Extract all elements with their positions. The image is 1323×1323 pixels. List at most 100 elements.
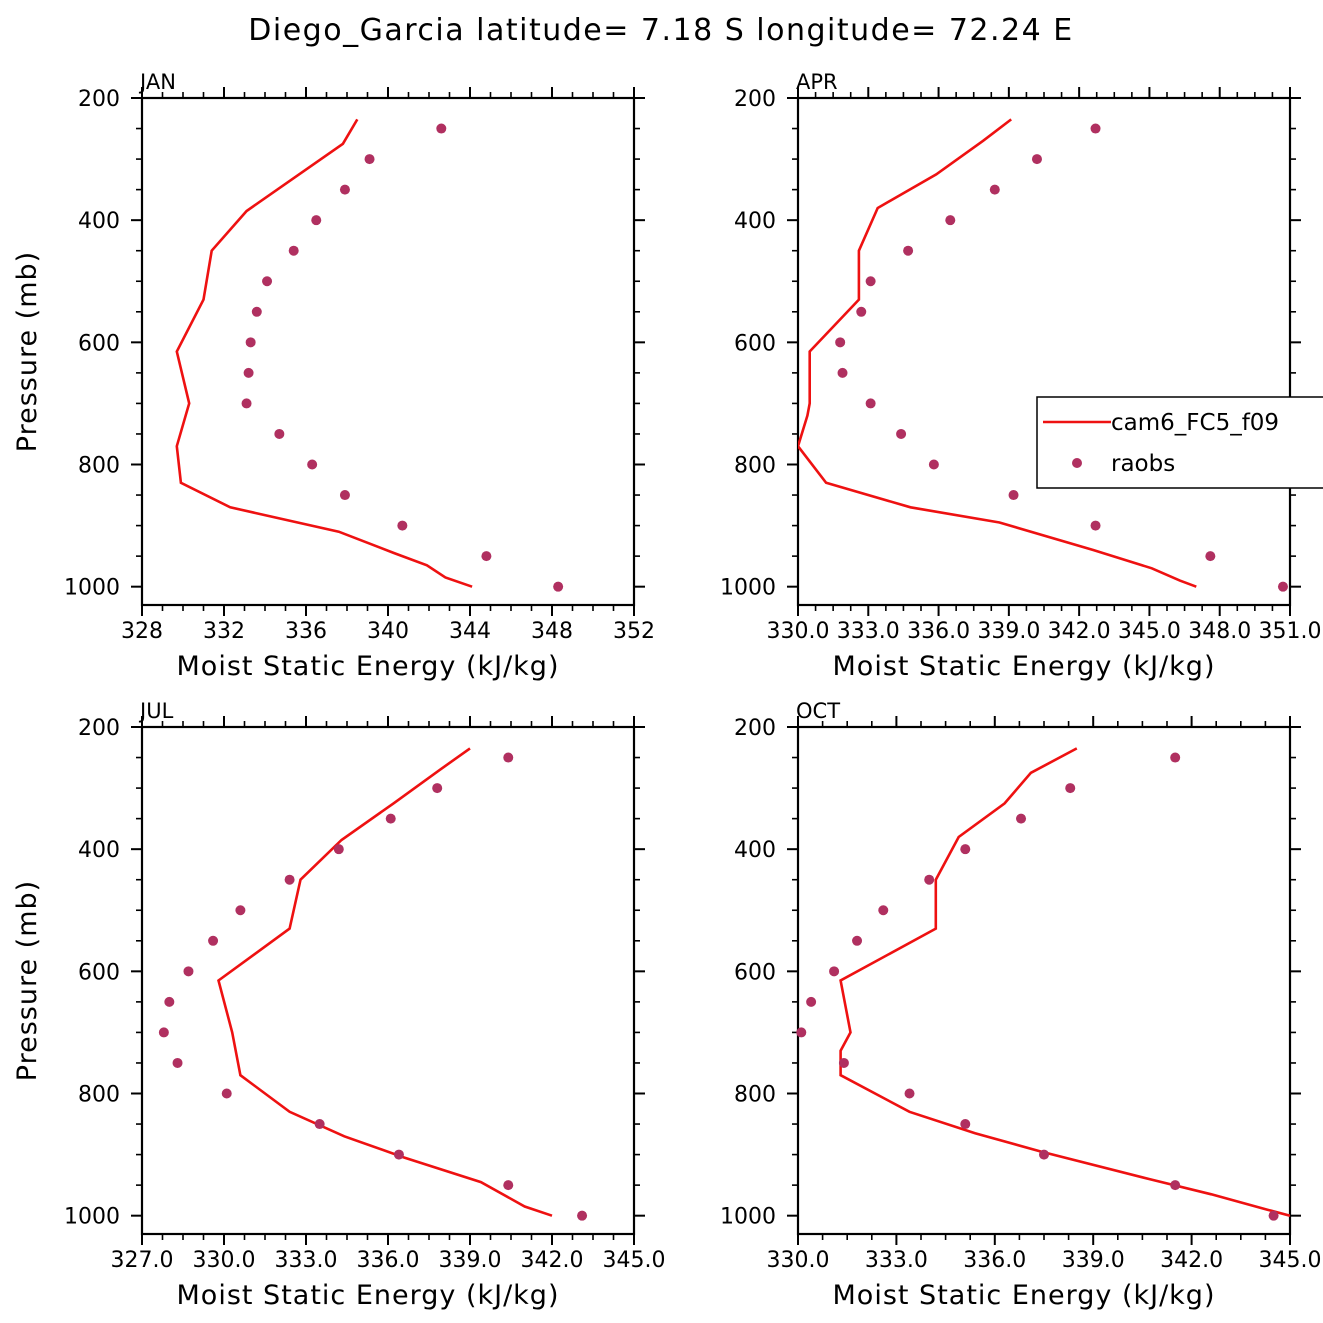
raobs-point	[796, 1027, 807, 1038]
raobs-point	[288, 245, 299, 256]
raobs-point	[339, 490, 350, 501]
y-tick-label: 800	[78, 1083, 120, 1108]
panel-frame	[140, 96, 636, 607]
raobs-point	[436, 123, 447, 134]
raobs-point	[503, 1180, 514, 1191]
x-tick-label: 332	[203, 619, 245, 644]
raobs-point	[928, 459, 939, 470]
raobs-point	[878, 905, 889, 916]
raobs-point	[1205, 551, 1216, 562]
raobs-point	[829, 966, 840, 977]
x-tick-label: 348.0	[1188, 619, 1251, 644]
x-tick-label: 342.0	[1048, 619, 1111, 644]
raobs-point	[1090, 520, 1101, 531]
x-tick-label: 345.0	[603, 1248, 666, 1273]
x-tick-label: 333.0	[275, 1248, 338, 1273]
raobs-point	[274, 428, 285, 439]
y-tick-label: 800	[734, 454, 776, 479]
x-tick-label: 336.0	[963, 1248, 1026, 1273]
x-tick-label: 342.0	[1160, 1248, 1223, 1273]
raobs-point	[960, 844, 971, 855]
panel-title: OCT	[796, 699, 840, 723]
x-tick-label: 339.0	[977, 619, 1040, 644]
x-axis-label: Moist Static Energy (kJ/kg)	[833, 1280, 1216, 1311]
x-axis-label: Moist Static Energy (kJ/kg)	[177, 651, 560, 682]
raobs-point	[1277, 581, 1288, 592]
raobs-point	[314, 1119, 325, 1130]
x-tick-label: 336.0	[907, 619, 970, 644]
raobs-point	[1016, 813, 1027, 824]
model-profile-line	[217, 747, 553, 1217]
x-tick-label: 342.0	[521, 1248, 584, 1273]
raobs-point	[924, 874, 935, 885]
raobs-point	[251, 306, 262, 317]
raobs-point	[852, 935, 863, 946]
y-tick-label: 400	[78, 209, 120, 234]
x-tick-label: 339.0	[1062, 1248, 1125, 1273]
panel-title: JUL	[138, 699, 174, 723]
raobs-point	[385, 813, 396, 824]
panel-oct: OCT 330.0 333.0 336.0 339.0 342.0 345.0 200 400 6…	[720, 699, 1321, 1311]
x-tick-label: 340	[367, 619, 409, 644]
raobs-point	[1268, 1210, 1279, 1221]
x-axis-label: Moist Static Energy (kJ/kg)	[833, 651, 1216, 682]
raobs-point	[1065, 783, 1076, 794]
y-tick-label: 600	[78, 331, 120, 356]
panel-frame	[140, 725, 636, 1236]
x-tick-label: 333.0	[837, 619, 900, 644]
raobs-point	[241, 398, 252, 409]
y-tick-label: 800	[734, 1083, 776, 1108]
raobs-point	[164, 996, 175, 1007]
y-tick-label: 200	[734, 716, 776, 741]
x-tick-label: 345.0	[1259, 1248, 1322, 1273]
x-tick-label: 333.0	[865, 1248, 928, 1273]
raobs-point	[235, 905, 246, 916]
raobs-point	[989, 184, 1000, 195]
raobs-point	[481, 551, 492, 562]
x-tick-label: 345.0	[1118, 619, 1181, 644]
raobs-point	[896, 428, 907, 439]
raobs-point	[172, 1057, 183, 1068]
raobs-point	[243, 367, 254, 378]
legend-raobs-label: raobs	[1111, 451, 1175, 477]
y-tick-label: 200	[78, 716, 120, 741]
raobs-point	[262, 276, 273, 287]
raobs-point	[339, 184, 350, 195]
x-tick-label: 339.0	[439, 1248, 502, 1273]
raobs-point	[284, 874, 295, 885]
x-tick-label: 330.0	[193, 1248, 256, 1273]
panel-jan: JAN 328 332 336 340 344 348 352 200 400 600 800 1000…	[12, 70, 655, 682]
y-tick-label: 1000	[64, 576, 120, 601]
raobs-point	[553, 581, 564, 592]
y-tick-label: 400	[734, 209, 776, 234]
y-tick-label: 1000	[720, 1205, 776, 1230]
panel-frame	[796, 96, 1292, 607]
raobs-point	[577, 1210, 588, 1221]
raobs-point	[1031, 154, 1042, 165]
panel-title: APR	[796, 70, 838, 94]
x-tick-label: 336.0	[357, 1248, 420, 1273]
model-profile-line	[839, 747, 1290, 1217]
x-tick-label: 327.0	[111, 1248, 174, 1273]
raobs-point	[1090, 123, 1101, 134]
raobs-point	[1170, 1180, 1181, 1191]
x-tick-label: 336	[285, 619, 327, 644]
panel-title: JAN	[138, 70, 176, 94]
raobs-point	[806, 996, 817, 1007]
raobs-point	[393, 1149, 404, 1160]
y-tick-label: 1000	[720, 576, 776, 601]
legend-raobs-swatch	[1072, 458, 1082, 468]
raobs-point	[208, 935, 219, 946]
raobs-point	[903, 245, 914, 256]
y-tick-label: 600	[734, 960, 776, 985]
y-tick-label: 200	[78, 87, 120, 112]
raobs-point	[311, 215, 322, 226]
raobs-point	[904, 1088, 915, 1099]
x-tick-label: 348	[531, 619, 573, 644]
legend-model-label: cam6_FC5_f09	[1111, 410, 1279, 436]
x-tick-label: 330.0	[767, 1248, 830, 1273]
raobs-point	[183, 966, 194, 977]
raobs-point	[333, 844, 344, 855]
raobs-point	[307, 459, 318, 470]
